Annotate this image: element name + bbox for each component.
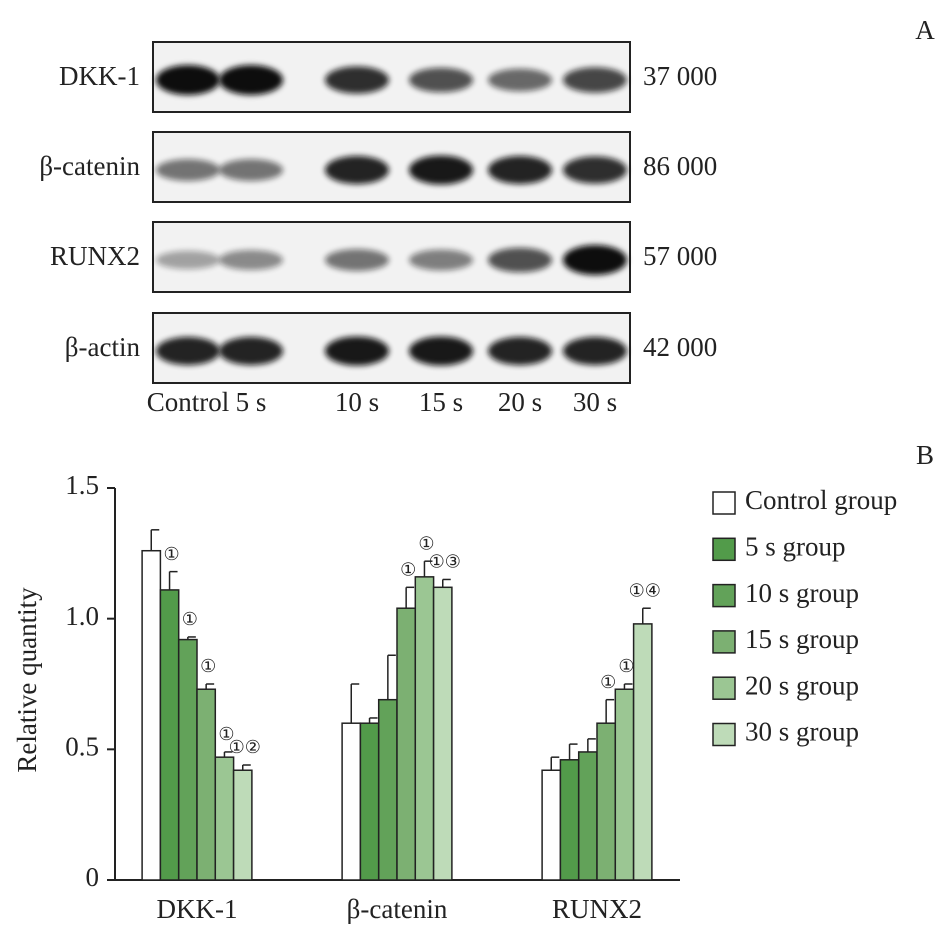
- blot-band: [156, 65, 220, 95]
- significance-mark: ①: [618, 656, 634, 676]
- lane-label: 5 s: [236, 387, 267, 417]
- legend-label: 10 s group: [745, 578, 859, 608]
- lane-label: 20 s: [498, 387, 542, 417]
- y-tick-label: 1.0: [65, 601, 99, 631]
- blot-band: [325, 66, 389, 94]
- y-tick-label: 0.5: [65, 732, 99, 762]
- lane-label: 30 s: [573, 387, 617, 417]
- blot-row-label: β-actin: [65, 332, 141, 362]
- legend-label: 20 s group: [745, 670, 859, 700]
- bar: [396, 607, 417, 881]
- legend-swatch: [712, 630, 736, 654]
- blot-band: [156, 250, 220, 270]
- panel-label: B: [916, 440, 934, 470]
- lane-label: 15 s: [419, 387, 463, 417]
- blot-band: [325, 249, 389, 271]
- significance-mark: ①: [418, 533, 434, 553]
- blot-weight: 86 000: [643, 151, 717, 181]
- significance-mark: ①④: [629, 580, 661, 600]
- bar: [196, 688, 217, 881]
- x-tick-label: DKK-1: [157, 894, 238, 924]
- bar: [232, 769, 253, 881]
- legend-swatch: [712, 583, 736, 608]
- blot-band: [219, 249, 283, 271]
- legend-label: 15 s group: [745, 624, 859, 654]
- blot-band: [409, 249, 473, 271]
- y-tick-label: 1.5: [65, 470, 99, 500]
- blot-weight: 42 000: [643, 332, 717, 362]
- blot-band: [488, 68, 552, 92]
- bar: [414, 576, 435, 881]
- x-tick-label: β-catenin: [347, 894, 448, 924]
- bar: [559, 759, 580, 881]
- blot-band: [488, 336, 552, 366]
- blot-band: [488, 247, 552, 273]
- blot-weight: 57 000: [643, 241, 717, 271]
- panel-label: A: [915, 15, 935, 45]
- bar: [577, 751, 598, 881]
- blot-band: [563, 156, 627, 184]
- significance-mark: ①: [200, 656, 216, 676]
- legend-swatch: [712, 491, 736, 515]
- blot-band: [219, 65, 283, 95]
- lane-label: Control: [147, 387, 230, 417]
- legend-label: 5 s group: [745, 532, 846, 562]
- blot-band: [563, 336, 627, 366]
- bar: [359, 722, 380, 881]
- blot-band: [409, 155, 473, 185]
- blot-row-label: RUNX2: [50, 241, 140, 271]
- significance-mark: ①②: [229, 737, 261, 757]
- blot-band: [563, 245, 627, 275]
- significance-mark: ①: [400, 559, 416, 579]
- bar: [614, 688, 635, 881]
- blot-band: [156, 336, 220, 366]
- legend-swatch: [712, 722, 736, 747]
- significance-mark: ①: [600, 672, 616, 692]
- bar: [159, 589, 180, 881]
- bar: [141, 549, 162, 881]
- significance-mark: ①③: [429, 552, 461, 572]
- blot-band: [409, 336, 473, 366]
- blot-band: [325, 336, 389, 366]
- blot-band: [156, 159, 220, 181]
- bar: [341, 722, 362, 881]
- blot-band: [488, 155, 552, 185]
- blot-band: [325, 155, 389, 185]
- blot-band: [219, 159, 283, 181]
- legend-label: 30 s group: [745, 717, 859, 747]
- bar: [214, 756, 235, 881]
- blot-band: [563, 67, 627, 93]
- blot-band: [219, 336, 283, 366]
- blot-band: [409, 67, 473, 93]
- lane-label: 10 s: [335, 387, 379, 417]
- blot-row-label: DKK-1: [59, 61, 140, 91]
- significance-mark: ①: [163, 544, 179, 564]
- blot-row-label: β-catenin: [39, 151, 140, 181]
- bar: [632, 623, 653, 881]
- bar: [596, 722, 617, 881]
- bar: [432, 586, 453, 881]
- legend-label: Control group: [745, 485, 897, 515]
- y-tick-label: 0: [86, 862, 100, 892]
- bar: [377, 698, 398, 881]
- bar: [541, 769, 562, 881]
- legend-swatch: [712, 537, 736, 562]
- blot-weight: 37 000: [643, 61, 717, 91]
- x-tick-label: RUNX2: [552, 894, 642, 924]
- y-axis-label: Relative quantity: [12, 587, 42, 773]
- significance-mark: ①: [218, 724, 234, 744]
- legend-swatch: [712, 676, 736, 700]
- significance-mark: ①: [182, 609, 198, 629]
- bar: [177, 638, 198, 881]
